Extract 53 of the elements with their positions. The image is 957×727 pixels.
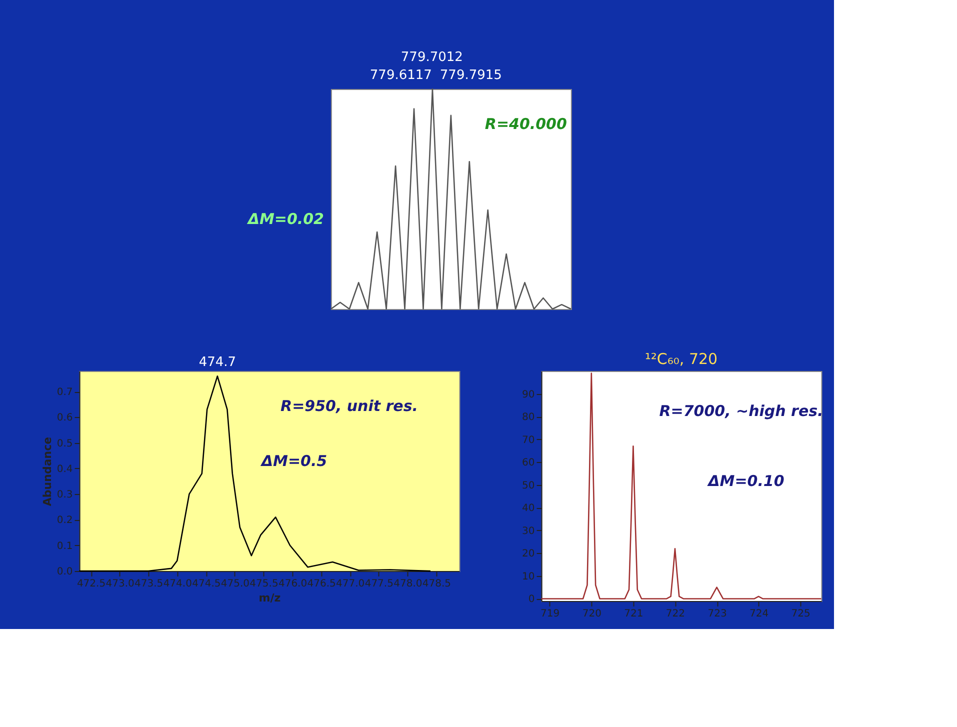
x-tick-label: 720 [582,608,602,620]
x-tick-label: 474.0 [163,578,192,590]
x-tick-label: 472.5 [76,578,106,590]
y-tick-label: 10 [522,571,535,582]
annotation: R=7000, ~high res. [659,402,824,420]
annotation: ΔM=0.10 [707,472,784,490]
text: 779.6117 [370,68,432,83]
annotation: R=40.000 [484,115,567,133]
annotation: 474.7 [198,355,236,370]
y-tick-label: 0.3 [56,490,73,501]
line-series [78,375,432,572]
x-tick-label: 724 [750,608,769,620]
y-tick-label: 50 [522,480,535,492]
y-tick-label: 90 [522,389,535,400]
x-tick-label: 477.5 [364,578,394,590]
x-tick-label: 476.5 [307,578,336,590]
text: ΔM=0.02 [246,210,324,228]
x-tick-label: 722 [666,608,686,620]
y-tick-label: 70 [522,434,535,446]
x-tick-label: 721 [624,608,644,620]
x-axis-title: m/z [258,592,281,604]
x-tick-label: 725 [791,608,810,620]
x-tick-label: 475.0 [220,578,250,590]
text: 779.7915 [440,68,502,83]
x-tick-label: 473.0 [106,578,134,590]
y-tick-label: 30 [522,526,535,537]
x-tick-label: 477.0 [336,578,365,590]
y-tick-label: 0.4 [56,464,73,475]
x-tick-label: 476.0 [278,578,308,590]
y-tick-label: 80 [522,412,535,424]
annotation: R=950, unit res. [280,397,418,415]
annotation: ΔM=0.5 [260,452,328,470]
x-tick-label: 475.5 [250,578,278,590]
y-tick-label: 0.0 [56,566,73,578]
y-tick-label: 0.6 [56,412,73,424]
text: 779.7012 [400,50,463,65]
y-tick-label: 60 [522,458,535,469]
y-tick-label: 0.5 [56,438,73,450]
x-tick-label: 719 [540,608,560,620]
y-tick-label: 0 [528,594,535,606]
y-tick-label: 0.2 [56,515,73,526]
x-tick-label: 473.5 [134,578,164,590]
x-tick-label: 723 [708,608,727,620]
x-tick-label: 474.5 [192,578,221,590]
y-tick-label: 0.1 [56,540,73,552]
line-series [540,372,822,600]
y-tick-label: 0.7 [56,387,73,398]
x-tick-label: 478.0 [394,578,422,590]
x-tick-label: 478.5 [422,578,452,590]
y-tick-label: 40 [522,503,535,514]
y-axis-title: Abundance [40,436,54,506]
y-tick-label: 20 [522,548,535,560]
chart-title: ¹²C₆₀, 720 [644,350,718,368]
